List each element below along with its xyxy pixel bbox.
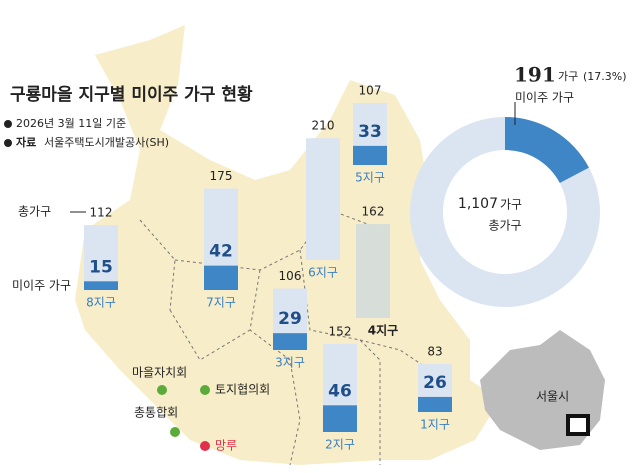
remaining-label: 33 (358, 122, 382, 142)
date-note: 2026년 3월 11일 기준 (16, 116, 126, 130)
map-label: 망루 (215, 439, 237, 453)
unit: 가구 (558, 70, 578, 83)
dot (170, 427, 180, 437)
donut-segment (505, 117, 589, 184)
percent: (17.3%) (583, 70, 627, 83)
map-area (75, 25, 500, 465)
remaining-label: 26 (423, 373, 447, 393)
district-label: 8지구 (86, 296, 116, 310)
district-label: 3지구 (275, 356, 305, 370)
remaining-label: 42 (209, 242, 233, 262)
district-borders (139, 209, 431, 466)
total-bar (84, 225, 118, 290)
legend-remaining: 미이주 가구 (12, 279, 71, 293)
total-label: 210 (312, 119, 335, 133)
remaining-label: 15 (89, 257, 113, 277)
map-label: 토지협의회 (215, 383, 270, 397)
remaining-bar (84, 281, 118, 290)
remaining-bar (204, 265, 238, 290)
map-label: 서울시 (536, 390, 569, 404)
remaining-bar (353, 145, 387, 165)
seoul-marker (566, 414, 590, 436)
district-label: 5지구 (355, 171, 385, 185)
total-name: 총가구 (488, 219, 521, 233)
donut-segment (410, 117, 600, 307)
dot (200, 385, 210, 395)
district-label: 1지구 (420, 418, 450, 432)
map-label: 총통합회 (134, 406, 178, 420)
total-label: 112 (90, 206, 113, 220)
total-label: 152 (329, 324, 352, 338)
dot (157, 385, 167, 395)
district-label: 7지구 (206, 296, 236, 310)
total-label: 106 (279, 269, 302, 283)
total-bar (306, 138, 340, 260)
map-label: 마을자치회 (132, 366, 187, 380)
total-label: 83 (427, 344, 442, 358)
district-label: 2지구 (325, 438, 355, 452)
total-label: 107 (359, 83, 382, 97)
bullet (4, 139, 12, 147)
title: 구룡마을 지구별 미이주 가구 현황 (10, 85, 253, 105)
remaining-bar (418, 396, 452, 412)
source-title: 자료 (16, 135, 36, 149)
remaining-bar (273, 333, 307, 350)
district-label: 4지구 (368, 323, 398, 338)
dot (200, 441, 210, 451)
highlight-value: 191 (514, 63, 556, 87)
total-value: 1,107 (458, 196, 498, 212)
total-label: 175 (210, 169, 233, 183)
district-label: 6지구 (308, 266, 338, 280)
remaining-label: 29 (278, 309, 302, 329)
bullet (4, 120, 12, 128)
unit: 가구 (500, 198, 522, 212)
legend-total: 총가구 (18, 205, 51, 219)
highlight-name: 미이주 가구 (515, 91, 574, 105)
remaining-label: 46 (328, 381, 352, 401)
total-bar (356, 224, 390, 318)
total-label: 162 (362, 205, 385, 219)
remaining-bar (323, 405, 357, 432)
source: 서울주택도시개발공사(SH) (44, 136, 169, 149)
